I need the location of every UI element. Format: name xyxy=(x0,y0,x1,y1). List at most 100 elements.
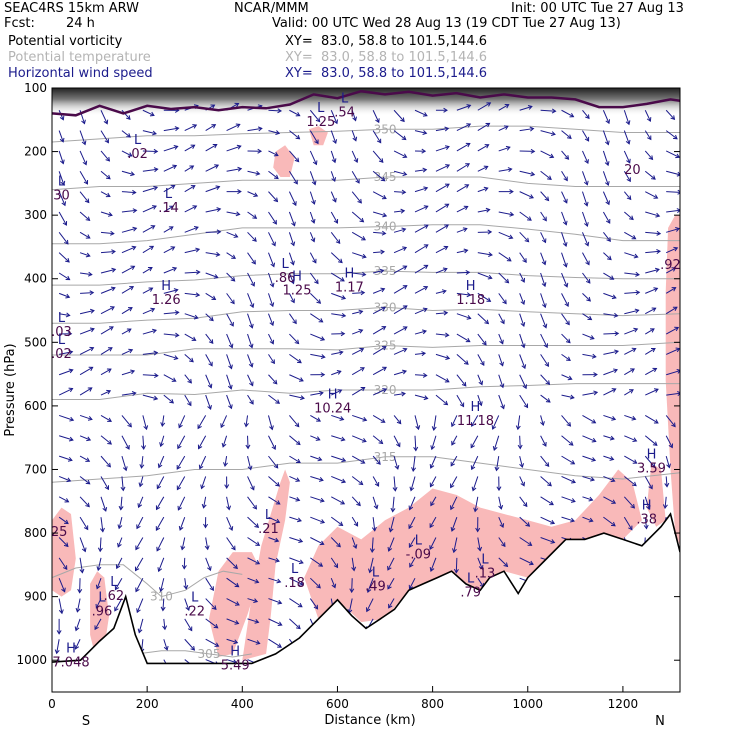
wind-vector-391 xyxy=(79,366,93,376)
wind-arrowhead-620 xyxy=(450,526,456,532)
wind-vector-319 xyxy=(456,313,471,319)
wind-arrowhead-261 xyxy=(487,274,493,280)
wind-arrowhead-133 xyxy=(311,199,316,205)
wind-arrowhead-169 xyxy=(444,203,450,209)
wind-vector-206 xyxy=(603,232,611,242)
wind-arrowhead-309 xyxy=(229,321,234,327)
wind-arrowhead-90 xyxy=(675,153,680,159)
wind-vector-704 xyxy=(351,578,353,593)
forecast-hours: 24 h xyxy=(66,16,95,31)
wind-vector-541 xyxy=(79,476,91,485)
wind-arrowhead-514 xyxy=(122,466,128,472)
wind-vector-282 xyxy=(309,293,321,304)
wind-arrowhead-227 xyxy=(402,246,408,252)
wind-vector-369 xyxy=(247,354,253,368)
wind-arrowhead-127 xyxy=(190,185,196,190)
wind-arrowhead-48 xyxy=(422,130,428,135)
wind-arrowhead-621 xyxy=(475,527,481,533)
wind-vector-100 xyxy=(268,170,279,179)
wind-arrowhead-732 xyxy=(297,602,303,608)
wind-vector-555 xyxy=(372,476,379,487)
wind-arrowhead-168 xyxy=(423,205,429,210)
wind-arrowhead-253 xyxy=(314,279,319,285)
wind-arrowhead-52 xyxy=(503,125,509,130)
wind-arrowhead-387 xyxy=(614,349,619,355)
wind-vector-558 xyxy=(430,476,437,487)
wind-vector-94 xyxy=(142,168,158,172)
wind-vector-143 xyxy=(540,191,549,201)
wind-vector-250 xyxy=(267,272,274,287)
wind-vector-360 xyxy=(59,351,73,355)
wind-vector-531 xyxy=(495,456,500,471)
wind-arrowhead-453 xyxy=(107,417,112,422)
wind-vector-187 xyxy=(205,231,221,233)
wind-vector-191 xyxy=(288,232,295,246)
wind-vector-271 xyxy=(80,292,94,294)
wind-arrowhead-146 xyxy=(583,201,589,207)
wind-arrowhead-258 xyxy=(423,264,429,270)
wind-vector-133 xyxy=(330,191,337,203)
wind-arrowhead-615 xyxy=(353,521,359,527)
wind-arrowhead-509 xyxy=(652,441,658,446)
wind-vector-272 xyxy=(100,287,116,294)
wind-arrowhead-20 xyxy=(466,104,472,109)
wind-arrowhead-301 xyxy=(65,312,71,318)
pv-extremum-h-26: H xyxy=(642,499,652,514)
y-axis-label: Pressure (hPa) xyxy=(3,343,18,436)
wind-vector-599 xyxy=(664,496,667,509)
wind-arrowhead-283 xyxy=(316,299,322,304)
wind-arrowhead-93 xyxy=(105,174,111,180)
wind-vector-553 xyxy=(331,476,346,483)
wind-vector-352 xyxy=(519,333,525,348)
wind-arrowhead-131 xyxy=(273,197,279,203)
wind-vector-230 xyxy=(477,252,493,256)
wind-vector-39 xyxy=(247,127,262,132)
wind-vector-275 xyxy=(163,289,178,294)
wind-arrowhead-385 xyxy=(566,356,571,361)
wind-arrowhead-369 xyxy=(228,364,233,370)
wind-arrowhead-574 xyxy=(118,505,124,511)
wind-vector-192 xyxy=(309,232,315,242)
pv-extremum-l-4: L xyxy=(341,92,349,107)
wind-arrowhead-464 xyxy=(339,416,345,421)
wind-vector-614 xyxy=(351,516,358,527)
wind-vector-543 xyxy=(121,476,124,491)
pv-extremum-h-23: H xyxy=(230,645,240,660)
wind-arrowhead-442 xyxy=(500,404,505,410)
wind-vector-426 xyxy=(184,394,192,406)
wind-vector-535 xyxy=(582,455,596,461)
wind-vector-503 xyxy=(540,435,547,447)
wind-vector-223 xyxy=(330,252,343,263)
wind-arrowhead-466 xyxy=(380,418,386,423)
wind-arrowhead-510 xyxy=(668,443,674,449)
wind-arrowhead-475 xyxy=(566,421,572,427)
wind-arrowhead-672 xyxy=(298,559,304,565)
wind-arrowhead-549 xyxy=(224,484,230,489)
wind-arrowhead-292 xyxy=(502,299,507,305)
wind-vector-406 xyxy=(393,370,407,376)
wind-arrowhead-49 xyxy=(444,126,450,132)
wind-arrowhead-560 xyxy=(450,483,455,489)
wind-arrowhead-564 xyxy=(547,481,552,487)
pv-fill-region-5 xyxy=(273,145,295,177)
wind-arrowhead-17 xyxy=(400,117,405,123)
wind-vector-31 xyxy=(79,130,86,145)
pv-extremum-h-9: H xyxy=(466,279,476,294)
wind-arrowhead-178 xyxy=(629,215,634,221)
wind-arrowhead-595 xyxy=(570,498,576,503)
wind-vector-469 xyxy=(451,415,458,427)
wind-vector-99 xyxy=(247,170,260,175)
wind-vector-197 xyxy=(414,224,429,233)
wind-arrowhead-458 xyxy=(197,424,202,430)
wind-arrowhead-149 xyxy=(653,194,659,199)
wind-arrowhead-613 xyxy=(320,519,326,524)
wind-arrowhead-345 xyxy=(358,328,364,334)
y-tick-label-1000: 1000 xyxy=(16,653,47,667)
wind-vector-454 xyxy=(142,415,148,430)
wind-arrowhead-788 xyxy=(214,642,220,647)
theta-label-345: 345 xyxy=(374,170,397,184)
wind-arrowhead-325 xyxy=(565,320,570,326)
wind-arrowhead-341 xyxy=(269,339,275,345)
wind-arrowhead-92 xyxy=(83,179,89,185)
wind-vector-38 xyxy=(226,123,240,132)
